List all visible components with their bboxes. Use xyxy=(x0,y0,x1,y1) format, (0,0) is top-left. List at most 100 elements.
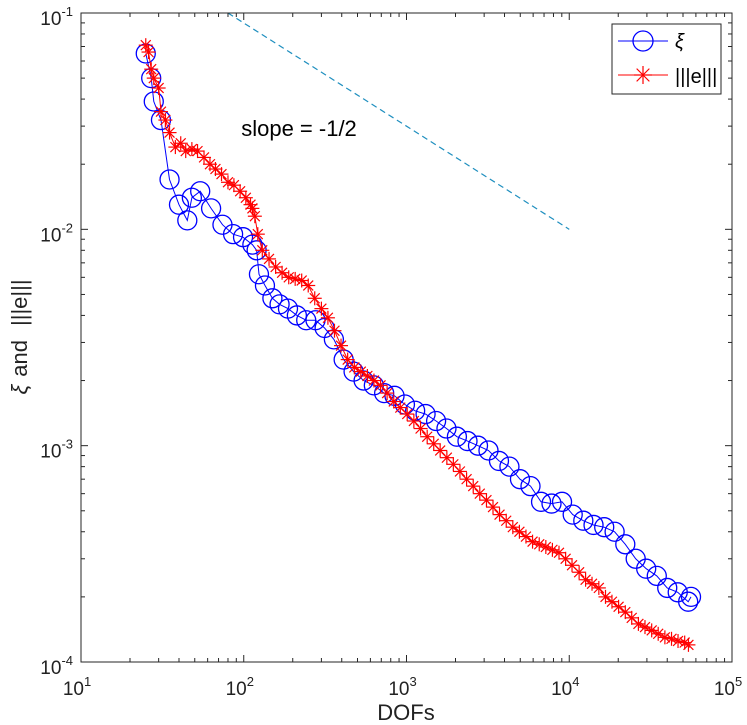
error-point xyxy=(220,175,235,190)
xi-point xyxy=(541,493,562,514)
reference-slope-line xyxy=(227,12,570,230)
error-point xyxy=(598,589,613,604)
legend-marker-star xyxy=(634,66,652,84)
xi-point xyxy=(478,440,499,461)
error-point xyxy=(158,113,173,128)
error-point xyxy=(413,421,428,436)
xi-point xyxy=(446,426,468,447)
xi-point xyxy=(190,181,211,202)
error-point xyxy=(314,301,329,316)
y-axis-title: ξ and |||e||| xyxy=(7,279,32,394)
error-point xyxy=(146,71,161,86)
legend-label-xi: ξ xyxy=(675,31,685,53)
xi-point xyxy=(143,91,164,112)
series-layer xyxy=(135,38,702,652)
error-point xyxy=(255,243,270,258)
error-point xyxy=(173,136,188,151)
xi-point xyxy=(499,456,520,477)
error-point xyxy=(380,386,395,401)
error-point xyxy=(485,500,500,515)
xi-point xyxy=(657,577,678,599)
legend: ξ |||e||| xyxy=(611,23,722,95)
xi-point xyxy=(636,558,657,579)
error-point xyxy=(250,227,265,242)
xi-point xyxy=(562,504,583,525)
error-point xyxy=(611,599,626,614)
y-axis-title-norm: |||e||| xyxy=(7,279,32,326)
tick-layer: 101 102 103 104 105 10-4 10-3 10-2 10-1 xyxy=(40,4,742,700)
error-point xyxy=(585,576,600,591)
x-tick-label: 105 xyxy=(714,674,742,700)
error-point xyxy=(247,209,262,224)
y-tick-label: 10-3 xyxy=(40,437,73,463)
x-tick-label: 102 xyxy=(226,674,254,700)
xi-point xyxy=(159,169,180,190)
xi-point xyxy=(551,491,573,512)
y-axis-title-and: and xyxy=(7,340,32,377)
error-point xyxy=(233,184,248,199)
error-point xyxy=(162,125,177,140)
xi-point xyxy=(646,565,667,587)
error-point xyxy=(327,323,342,338)
xi-point xyxy=(248,264,270,285)
reference-line-layer xyxy=(227,12,570,230)
error-point xyxy=(373,378,388,393)
error-point xyxy=(466,479,481,494)
xi-point xyxy=(222,224,244,245)
error-point xyxy=(184,142,199,157)
xi-point xyxy=(594,517,615,538)
error-point xyxy=(320,310,335,325)
error-point xyxy=(275,265,290,280)
x-tick-label: 104 xyxy=(551,674,579,700)
legend-box xyxy=(611,23,722,95)
xi-point xyxy=(436,418,457,439)
y-axis-title-symbol: ξ xyxy=(7,384,32,395)
xi-point xyxy=(296,310,317,331)
y-tick-label: 10-2 xyxy=(40,220,73,246)
xi-point xyxy=(678,591,699,612)
slope-annotation: slope = -1/2 xyxy=(241,116,357,141)
xi-point xyxy=(520,475,541,497)
error-point xyxy=(288,271,303,286)
xi-point xyxy=(680,586,702,608)
series-error xyxy=(138,38,696,652)
xi-point xyxy=(181,187,203,208)
legend-marker-circle xyxy=(632,30,654,52)
error-point xyxy=(226,178,241,193)
error-point xyxy=(572,565,587,580)
error-point xyxy=(144,62,159,77)
xi-point xyxy=(604,521,625,542)
error-point xyxy=(499,513,514,528)
xi-point xyxy=(286,305,308,326)
error-point xyxy=(268,259,283,274)
xi-point xyxy=(262,288,283,309)
error-point xyxy=(334,338,349,353)
error-point xyxy=(677,635,692,650)
error-point xyxy=(340,352,355,367)
x-axis-title: DOFs xyxy=(377,700,434,725)
error-point xyxy=(681,637,696,652)
y-tick-label: 10-1 xyxy=(40,4,73,30)
xi-point xyxy=(488,450,510,472)
error-point xyxy=(307,291,322,306)
error-point xyxy=(151,81,166,96)
error-point xyxy=(479,493,494,508)
error-point xyxy=(208,162,223,177)
error-point xyxy=(618,605,633,620)
xi-point xyxy=(583,514,604,536)
xi-point xyxy=(168,194,190,215)
y-tick-label: 10-4 xyxy=(40,653,73,679)
x-tick-label: 103 xyxy=(388,674,416,700)
xi-point xyxy=(467,435,489,456)
xi-point xyxy=(457,430,478,452)
legend-star-glyph xyxy=(634,66,652,84)
xi-point xyxy=(415,403,436,425)
error-point xyxy=(518,529,533,544)
error-point xyxy=(360,368,375,383)
error-point xyxy=(578,572,593,587)
error-point xyxy=(141,45,156,60)
xi-point xyxy=(509,469,531,490)
error-point xyxy=(301,278,316,293)
error-point xyxy=(262,251,277,266)
